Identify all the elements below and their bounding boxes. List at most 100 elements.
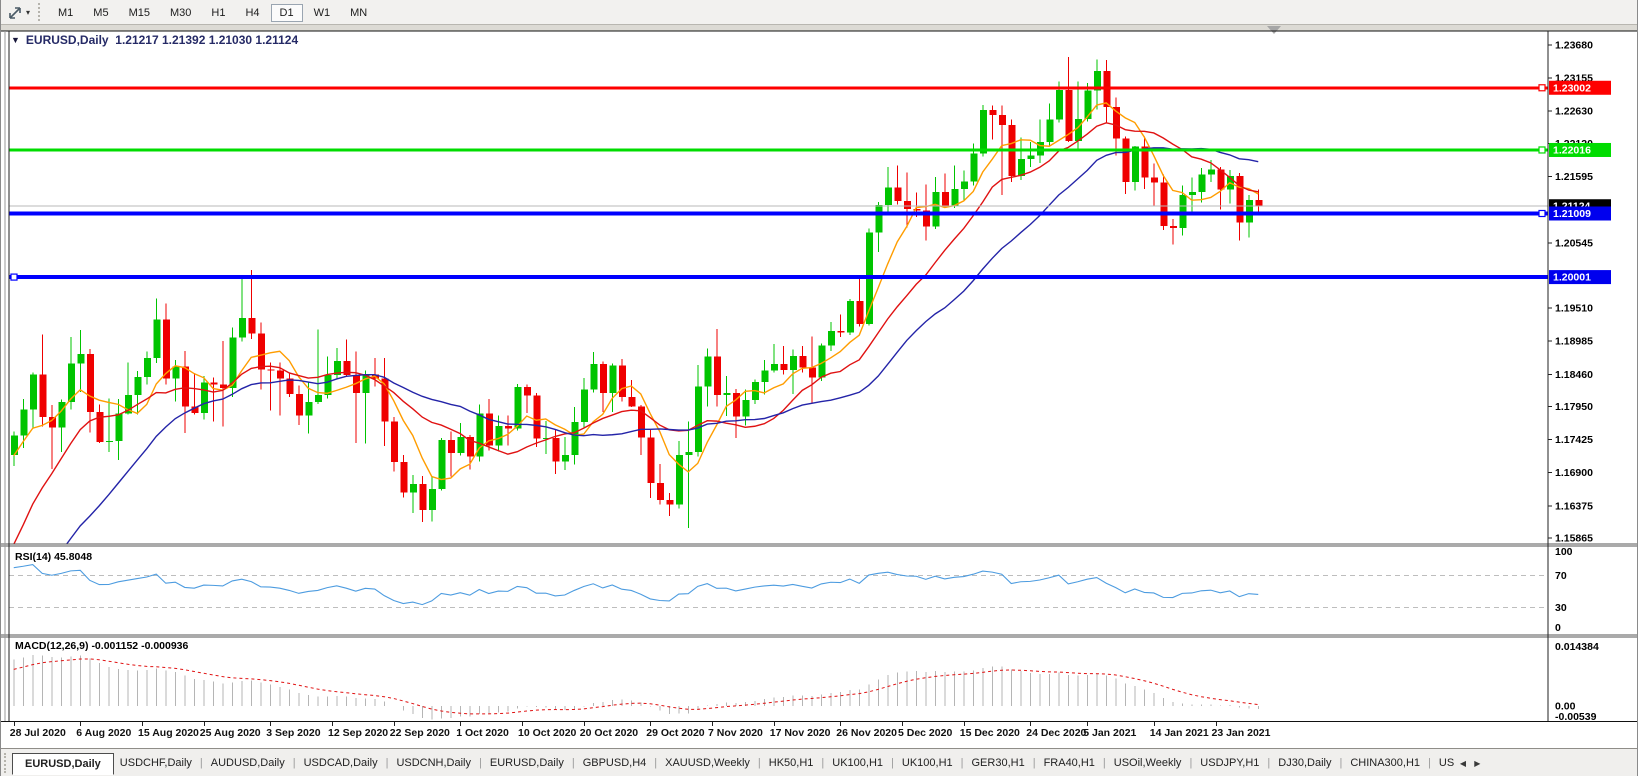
date-label: 7 Nov 2020 [708, 727, 763, 739]
chart-shift-marker [1267, 26, 1281, 34]
price-tag-1.22016 [1549, 142, 1611, 157]
hline-handle [1538, 84, 1546, 92]
timeframe-button-m15[interactable]: M15 [120, 4, 159, 22]
date-tick [80, 722, 82, 726]
date-label: 25 Aug 2020 [199, 727, 261, 739]
svg-text:MACD(12,26,9) -0.001152 -0.000: MACD(12,26,9) -0.001152 -0.000936 [15, 640, 189, 652]
timeframe-button-h1[interactable]: H1 [202, 4, 234, 22]
date-tick [583, 722, 585, 726]
chart-tab-6[interactable]: GBPUSD,H4 [582, 757, 647, 769]
chart-tab-10[interactable]: UK100,H1 [901, 757, 953, 769]
toolbar-grip[interactable] [38, 3, 41, 21]
tabbar-grip[interactable] [4, 753, 6, 773]
date-label: 5 Jan 2021 [1083, 727, 1137, 739]
chart-tab-15[interactable]: DJ30,Daily [1278, 757, 1332, 769]
chart-title: ▼ EURUSD,Daily 1.21217 1.21392 1.21030 1.… [11, 33, 298, 47]
timeframe-button-mn[interactable]: MN [341, 4, 376, 22]
timeframe-toolbar: ▾ M1 M5 M15 M30 H1 H4 D1 W1 MN [1, 0, 1637, 25]
hline-handle [10, 273, 18, 281]
date-tick [650, 722, 652, 726]
chart-tab-8[interactable]: HK50,H1 [768, 757, 814, 769]
timeframe-button-m30[interactable]: M30 [161, 4, 200, 22]
date-label: 17 Nov 2020 [769, 727, 831, 739]
date-tick [460, 722, 462, 726]
svg-text:1.20545: 1.20545 [1555, 237, 1593, 249]
date-tick [902, 722, 903, 726]
timeframe-button-m1[interactable]: M1 [49, 4, 82, 22]
date-tick [270, 722, 272, 726]
date-tick [393, 722, 395, 726]
tab-separator: | [571, 757, 575, 769]
crosshair-cursor-icon[interactable] [5, 3, 25, 21]
chart-tab-7[interactable]: XAUUSD,Weekly [665, 757, 750, 769]
svg-text:1.22630: 1.22630 [1555, 106, 1593, 118]
tab-separator: | [292, 757, 296, 769]
date-tick [1153, 722, 1155, 726]
timeframe-button-h4[interactable]: H4 [236, 4, 268, 22]
chart-tab-11[interactable]: GER30,H1 [971, 757, 1025, 769]
date-tick [522, 722, 523, 726]
svg-text:-0.00539: -0.00539 [1555, 711, 1597, 722]
tab-separator: | [1428, 757, 1431, 769]
chart-tab-4[interactable]: USDCNH,Daily [396, 757, 471, 769]
svg-text:1.21009: 1.21009 [1553, 208, 1591, 220]
date-label: 20 Oct 2020 [579, 727, 639, 739]
chart-dropdown-icon[interactable]: ▼ [11, 35, 20, 45]
svg-text:100: 100 [1555, 546, 1573, 558]
svg-text:1.22016: 1.22016 [1553, 144, 1591, 156]
date-label: 28 Jul 2020 [9, 727, 66, 739]
date-label: 10 Oct 2020 [518, 727, 577, 739]
date-label: 15 Dec 2020 [959, 727, 1020, 739]
chart-tab-13[interactable]: USOil,Weekly [1113, 757, 1182, 769]
date-label: 26 Nov 2020 [836, 727, 897, 739]
chart-tab-0[interactable]: EURUSD,Daily [12, 752, 114, 775]
svg-text:1.15865: 1.15865 [1555, 533, 1593, 545]
tab-separator: | [821, 757, 825, 769]
chart-tab-1[interactable]: USDCHF,Daily [119, 757, 192, 769]
chart-tab-3[interactable]: USDCAD,Daily [303, 757, 378, 769]
chart-tab-bar: EURUSD,Daily USDCHF,Daily | AUDUSD,Daily | US… [1, 748, 1637, 776]
svg-text:1.19510: 1.19510 [1555, 303, 1593, 315]
date-tick [142, 722, 143, 726]
date-label: 23 Jan 2021 [1211, 727, 1271, 739]
date-tick [203, 722, 205, 726]
timeframe-button-m5[interactable]: M5 [84, 4, 117, 22]
timeframe-button-d1[interactable]: D1 [270, 3, 303, 22]
date-label: 3 Sep 2020 [266, 727, 321, 739]
chart-tab-14[interactable]: USDJPY,H1 [1200, 757, 1260, 769]
chart-tab-16[interactable]: CHINA300,H1 [1350, 757, 1421, 769]
tab-scroll-arrows[interactable]: ◀ ▶ [1459, 758, 1484, 768]
tab-separator: | [891, 757, 894, 769]
tab-separator: | [1189, 757, 1193, 769]
svg-text:1.23002: 1.23002 [1553, 82, 1591, 94]
svg-text:70: 70 [1555, 570, 1567, 582]
chart-canvas[interactable]: 1.236801.231551.226301.221201.215951.205… [1, 25, 1638, 722]
ma-mid-line [13, 122, 1259, 544]
tab-separator: | [385, 757, 389, 769]
hline-handle [1538, 146, 1546, 154]
chart-tab-2[interactable]: AUDUSD,Daily [210, 757, 285, 769]
date-label: 29 Oct 2020 [646, 727, 705, 739]
chart-tab-5[interactable]: EURUSD,Daily [489, 757, 564, 769]
svg-text:1.16900: 1.16900 [1555, 467, 1593, 479]
chart-tab-17[interactable]: US [1438, 757, 1455, 769]
price-tag-1.20001 [1549, 270, 1611, 285]
ma-fast-line [13, 102, 1259, 481]
date-tick [963, 722, 965, 726]
date-tick [773, 722, 775, 726]
svg-text:1.23680: 1.23680 [1555, 40, 1593, 52]
macd-plot [13, 654, 1259, 720]
date-label: 6 Aug 2020 [76, 727, 132, 739]
svg-text:1.20001: 1.20001 [1553, 272, 1591, 284]
svg-text:0.00: 0.00 [1555, 701, 1576, 713]
date-label: 12 Sep 2020 [328, 727, 389, 739]
price-tag-1.21009 [1549, 206, 1611, 221]
date-tick [1087, 722, 1089, 726]
tab-separator: | [1102, 757, 1106, 769]
tab-separator: | [654, 757, 658, 769]
chart-tab-12[interactable]: FRA40,H1 [1043, 757, 1095, 769]
chart-tab-9[interactable]: UK100,H1 [832, 757, 884, 769]
timeframe-button-w1[interactable]: W1 [305, 4, 340, 22]
date-tick [1030, 722, 1032, 726]
chevron-down-icon[interactable]: ▾ [26, 7, 31, 17]
